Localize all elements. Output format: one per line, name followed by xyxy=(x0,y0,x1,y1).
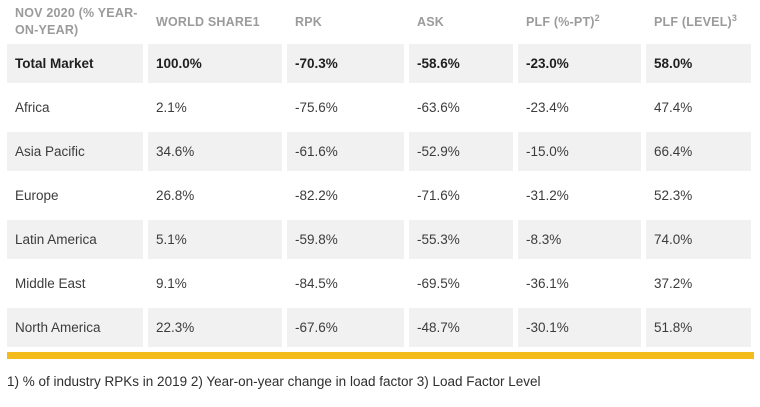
region-cell: Africa xyxy=(15,100,50,115)
region-cell: Middle East xyxy=(15,276,86,291)
column-header-world-share: WORLD SHARE1 xyxy=(156,14,260,29)
rpk-cell: -59.8% xyxy=(287,220,404,259)
world-share-cell: 34.6% xyxy=(148,132,282,171)
table-row: Total Market 100.0% -70.3% -58.6% -23.0% 58.0… xyxy=(7,44,751,83)
column-header-plf-level: PLF (LEVEL)3 xyxy=(654,12,738,29)
region-cell: Europe xyxy=(15,188,59,203)
plf-pt-cell: -8.3% xyxy=(518,220,641,259)
rpk-cell: -67.6% xyxy=(287,308,404,347)
rpk-cell: -82.2% xyxy=(295,188,338,203)
region-cell: North America xyxy=(7,308,143,347)
plf-pt-cell: -31.2% xyxy=(526,188,569,203)
plf-level-cell: 66.4% xyxy=(646,132,751,171)
plf-pt-cell: -23.4% xyxy=(526,100,569,115)
plf-pt-cell: -15.0% xyxy=(518,132,641,171)
region-cell: Latin America xyxy=(7,220,143,259)
column-header-plf-pt: PLF (%-PT)2 xyxy=(526,12,600,29)
rpk-cell: -70.3% xyxy=(287,44,404,83)
plf-pt-cell: -30.1% xyxy=(518,308,641,347)
plf-level-cell: 47.4% xyxy=(654,100,693,115)
plf-level-cell: 58.0% xyxy=(646,44,751,83)
table-row: Latin America 5.1% -59.8% -55.3% -8.3% 74.0% xyxy=(7,220,751,259)
table-row: Africa 2.1% -75.6% -63.6% -23.4% 47.4% xyxy=(7,88,751,127)
table-row: Europe 26.8% -82.2% -71.6% -31.2% 52.3% xyxy=(7,176,751,215)
region-cell: Total Market xyxy=(7,44,143,83)
plf-level-cell: 52.3% xyxy=(654,188,693,203)
world-share-cell: 100.0% xyxy=(148,44,282,83)
plf-level-cell: 74.0% xyxy=(646,220,751,259)
ask-cell: -63.6% xyxy=(417,100,460,115)
table-row: Middle East 9.1% -84.5% -69.5% -36.1% 37.2% xyxy=(7,264,751,303)
column-header-rpk: RPK xyxy=(295,14,322,29)
world-share-cell: 9.1% xyxy=(156,276,187,291)
accent-bar xyxy=(7,352,754,359)
world-share-cell: 5.1% xyxy=(148,220,282,259)
world-share-cell: 22.3% xyxy=(148,308,282,347)
table-row: Asia Pacific 34.6% -61.6% -52.9% -15.0% 66.4% xyxy=(7,132,751,171)
rpk-cell: -61.6% xyxy=(287,132,404,171)
plf-pt-cell: -36.1% xyxy=(526,276,569,291)
traffic-table: NOV 2020 (% YEAR-ON-YEAR) WORLD SHARE1 R… xyxy=(2,0,756,352)
plf-pt-cell: -23.0% xyxy=(518,44,641,83)
table-row: North America 22.3% -67.6% -48.7% -30.1% 51.8… xyxy=(7,308,751,347)
ask-cell: -69.5% xyxy=(417,276,460,291)
plf-level-cell: 37.2% xyxy=(654,276,693,291)
plf-level-cell: 51.8% xyxy=(646,308,751,347)
ask-cell: -55.3% xyxy=(409,220,513,259)
header-row: NOV 2020 (% YEAR-ON-YEAR) WORLD SHARE1 R… xyxy=(7,5,751,39)
column-header-period: NOV 2020 (% YEAR-ON-YEAR) xyxy=(15,6,138,37)
ask-cell: -71.6% xyxy=(417,188,460,203)
world-share-cell: 26.8% xyxy=(156,188,195,203)
ask-cell: -58.6% xyxy=(409,44,513,83)
rpk-cell: -84.5% xyxy=(295,276,338,291)
region-cell: Asia Pacific xyxy=(7,132,143,171)
world-share-cell: 2.1% xyxy=(156,100,187,115)
footnote-text: 1) % of industry RPKs in 2019 2) Year-on… xyxy=(7,374,541,389)
ask-cell: -48.7% xyxy=(409,308,513,347)
ask-cell: -52.9% xyxy=(409,132,513,171)
column-header-ask: ASK xyxy=(417,14,444,29)
rpk-cell: -75.6% xyxy=(295,100,338,115)
table-body: Total Market 100.0% -70.3% -58.6% -23.0% 58.0… xyxy=(7,44,751,347)
table-header: NOV 2020 (% YEAR-ON-YEAR) WORLD SHARE1 R… xyxy=(7,5,751,39)
